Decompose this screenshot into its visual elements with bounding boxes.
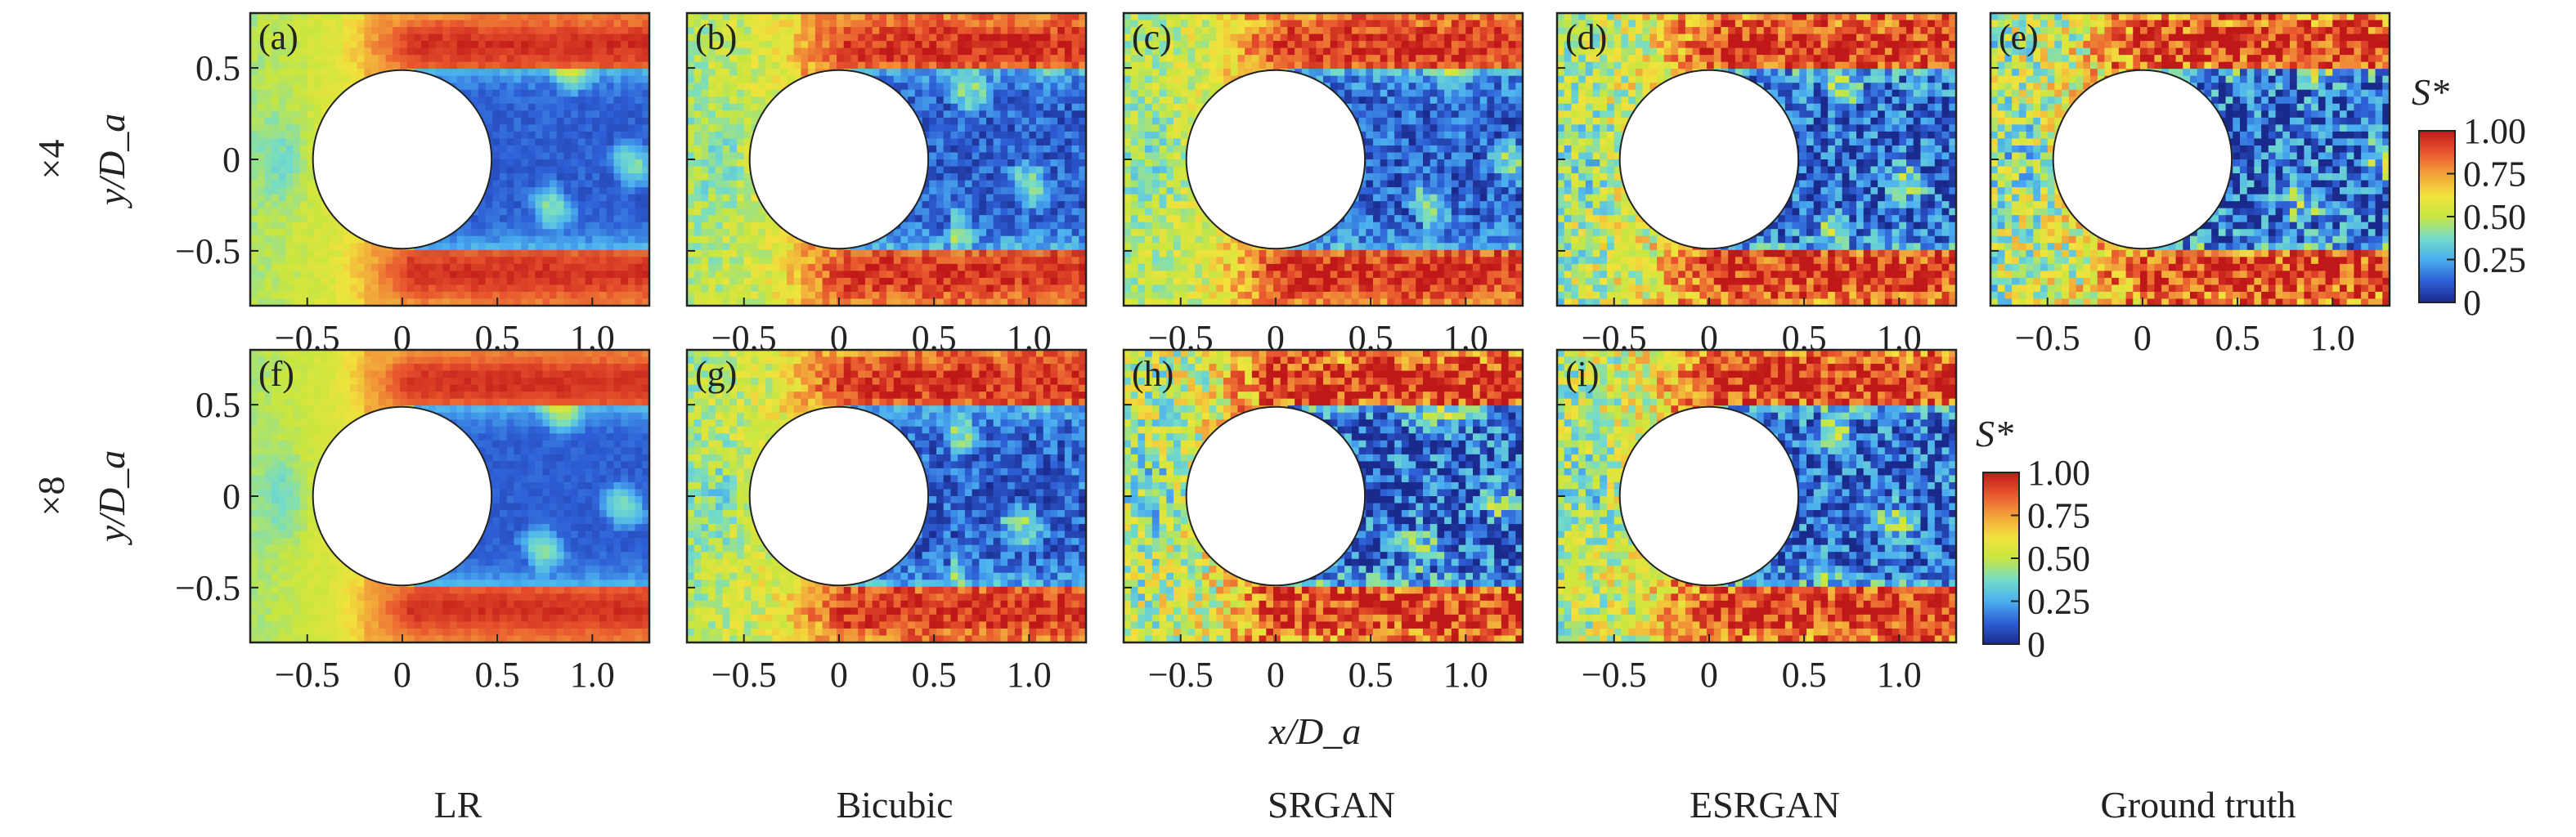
colorbar-tick-label: 0.25 (2463, 240, 2526, 280)
colorbar-tick-label: 0.75 (2463, 154, 2526, 195)
colorbar-title: S* (2412, 71, 2449, 113)
colorbar: S* 1.000.750.500.250 (2412, 71, 2526, 323)
colorbar-tick-label: 0.25 (2027, 582, 2090, 622)
x-tick-label: 0 (1267, 655, 1285, 695)
method-label: Ground truth (2101, 784, 2296, 826)
x-tick-label: 0 (830, 655, 848, 695)
colorbar-tick-label: 0.75 (2027, 496, 2090, 536)
colorbar-tick-label: 0 (2463, 283, 2481, 323)
cylinder (312, 405, 493, 587)
y-tick-label: −0.5 (175, 231, 240, 271)
method-label: Bicubic (836, 784, 953, 826)
x-tick-label: 0 (1700, 655, 1718, 695)
y-tick-label: 0 (222, 140, 240, 180)
x-axis-title: x/D_a (1268, 710, 1361, 752)
x-tick-label: −0.5 (275, 655, 340, 695)
x-tick-label: 0 (393, 318, 411, 358)
cylinder (1185, 405, 1367, 587)
x-tick-label: 0 (830, 318, 848, 358)
cylinder (1618, 405, 1800, 587)
panel-letter: (e) (1999, 17, 2039, 57)
method-label: LR (434, 784, 482, 826)
colorbar-tick-label: 0.50 (2027, 539, 2090, 579)
x-tick-label: 1.0 (1007, 655, 1052, 695)
panel-letter: (c) (1132, 17, 1172, 57)
panel-letter: (g) (695, 354, 737, 394)
y-axis-title: y/D_a (91, 114, 132, 208)
x-tick-label: 0.5 (1349, 655, 1393, 695)
cylinder (748, 69, 930, 250)
colorbar-tick-label: 1.00 (2027, 453, 2090, 493)
panel-letter: (f) (258, 354, 294, 394)
panel-a: (a)−0.5 0 0.5 1.00.50−0.5 (175, 11, 651, 358)
cylinder (748, 405, 930, 587)
x-tick-label: 0.5 (475, 655, 520, 695)
x-tick-label: 1.0 (570, 655, 615, 695)
x-tick-label: −0.5 (2015, 318, 2080, 358)
panel-i: (i) −0.5 0 0.5 1.0 (1555, 348, 1958, 695)
panel-c: (c)−0.5 0 0.5 1.0 (1122, 11, 1524, 358)
panel-g: (g) −0.5 0 0.5 1.0 (685, 348, 1088, 695)
colorbar-tick-label: 0 (2027, 624, 2045, 665)
x-tick-label: 1.0 (1877, 655, 1922, 695)
row-label: ×4 (30, 140, 72, 180)
cylinder (1185, 69, 1367, 250)
x-tick-label: −0.5 (1582, 655, 1647, 695)
panel-letter: (b) (695, 17, 737, 57)
colorbar-title: S* (1976, 413, 2013, 454)
x-tick-label: 0 (2134, 318, 2152, 358)
x-tick-label: −0.5 (711, 655, 777, 695)
y-tick-label: 0.5 (195, 385, 240, 425)
x-tick-label: 0 (393, 655, 411, 695)
colorbar-tick-label: 1.00 (2463, 111, 2526, 151)
method-label: ESRGAN (1690, 784, 1840, 826)
colorbar: S* 1.000.750.500.250 (1976, 413, 2090, 665)
panel-d: (d)−0.5 0 0.5 1.0 (1555, 11, 1958, 358)
x-tick-label: −0.5 (1148, 655, 1214, 695)
cylinder (2052, 69, 2233, 250)
x-tick-label: 0 (1267, 318, 1285, 358)
panel-letter: (a) (258, 17, 298, 57)
colorbar-tick-label: 0.50 (2463, 197, 2526, 237)
panel-letter: (d) (1565, 17, 1607, 57)
y-tick-label: 0 (222, 477, 240, 517)
panel-letter: (h) (1132, 354, 1174, 394)
cylinder (1618, 69, 1800, 250)
panel-letter: (i) (1565, 354, 1600, 394)
x-tick-label: 1.0 (1443, 655, 1488, 695)
y-axis-title: y/D_a (91, 450, 132, 545)
x-tick-label: 0.5 (1782, 655, 1827, 695)
panel-e: (e) −0.5 0 0.5 1.0 (1989, 11, 2391, 358)
panel-b: (b)−0.5 0 0.5 1.0 (685, 11, 1088, 358)
method-label: SRGAN (1268, 784, 1395, 826)
cylinder (312, 69, 493, 250)
panel-h: (h) −0.5 0 0.5 1.0 (1122, 348, 1524, 695)
panel-f: (f) −0.5 0 0.5 1.0 0.5 0 −0.5 (175, 348, 651, 695)
y-tick-label: −0.5 (175, 568, 240, 608)
x-tick-label: 1.0 (2310, 318, 2355, 358)
row-label: ×8 (30, 477, 72, 517)
x-tick-label: 0 (1700, 318, 1718, 358)
x-tick-label: 0.5 (2215, 318, 2260, 358)
y-tick-label: 0.5 (195, 48, 240, 88)
x-tick-label: 0.5 (912, 655, 957, 695)
